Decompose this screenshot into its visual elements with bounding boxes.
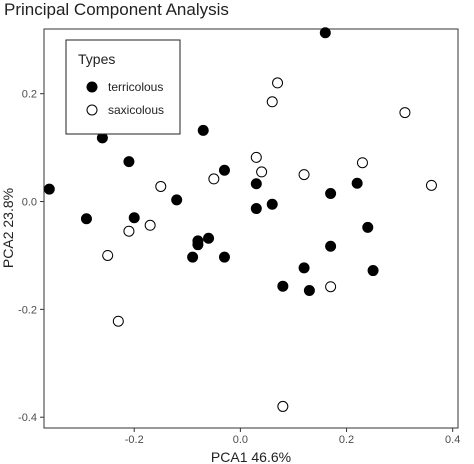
y-axis-ticks: 0.2 0.0 -0.2 -0.4	[18, 89, 44, 424]
point-terricolous	[218, 164, 230, 176]
point-terricolous	[298, 262, 310, 274]
point-terricolous	[192, 235, 204, 247]
chart-title: Principal Component Analysis	[4, 0, 229, 19]
point-terricolous	[250, 203, 262, 215]
point-saxicolous	[250, 151, 262, 163]
x-tick-label: 0.0	[233, 434, 248, 446]
point-terricolous	[197, 124, 209, 136]
point-saxicolous	[356, 157, 368, 169]
y-axis-title: PCA2 23.8%	[0, 188, 16, 268]
point-saxicolous	[144, 219, 156, 231]
point-terricolous	[203, 232, 215, 244]
legend-label-terricolous: terricolous	[108, 80, 163, 94]
x-axis-ticks: -0.2 0.0 0.2 0.4	[125, 428, 460, 446]
point-saxicolous	[123, 225, 135, 237]
point-saxicolous	[112, 315, 124, 327]
x-tick-label: 0.2	[339, 434, 354, 446]
point-saxicolous	[298, 169, 310, 181]
legend-marker-saxicolous	[86, 104, 98, 116]
y-tick-label: -0.2	[18, 304, 37, 316]
point-terricolous	[319, 27, 331, 39]
point-saxicolous	[266, 96, 278, 108]
point-saxicolous	[325, 281, 337, 293]
x-tick-label: -0.2	[125, 434, 144, 446]
y-tick-label: 0.2	[22, 89, 37, 101]
point-terricolous	[325, 240, 337, 252]
point-saxicolous	[399, 107, 411, 119]
point-terricolous	[277, 280, 289, 292]
point-saxicolous	[155, 180, 167, 192]
point-saxicolous	[102, 249, 114, 261]
point-terricolous	[171, 194, 183, 206]
point-terricolous	[80, 213, 92, 225]
point-saxicolous	[277, 400, 289, 412]
point-saxicolous	[208, 173, 220, 185]
legend-label-saxicolous: saxicolous	[108, 103, 164, 117]
point-saxicolous	[425, 179, 437, 191]
legend-box	[65, 39, 181, 135]
point-terricolous	[123, 156, 135, 168]
point-terricolous	[325, 187, 337, 199]
point-terricolous	[187, 251, 199, 263]
y-tick-label: -0.4	[18, 412, 37, 424]
y-tick-label: 0.0	[22, 197, 37, 209]
point-terricolous	[266, 198, 278, 210]
point-terricolous	[367, 265, 379, 277]
legend-marker-terricolous	[86, 81, 98, 93]
point-terricolous	[43, 183, 55, 195]
point-saxicolous	[272, 77, 284, 89]
legend: Types terricolous saxicolous	[65, 39, 181, 135]
point-terricolous	[362, 221, 374, 233]
point-saxicolous	[256, 166, 268, 178]
point-terricolous	[218, 251, 230, 263]
x-axis-title: PCA1 46.6%	[211, 449, 291, 464]
legend-title: Types	[78, 51, 115, 67]
point-terricolous	[250, 178, 262, 190]
data-points	[43, 27, 437, 412]
point-terricolous	[303, 285, 315, 297]
x-tick-label: 0.4	[445, 434, 460, 446]
point-terricolous	[128, 212, 140, 224]
point-terricolous	[351, 177, 363, 189]
